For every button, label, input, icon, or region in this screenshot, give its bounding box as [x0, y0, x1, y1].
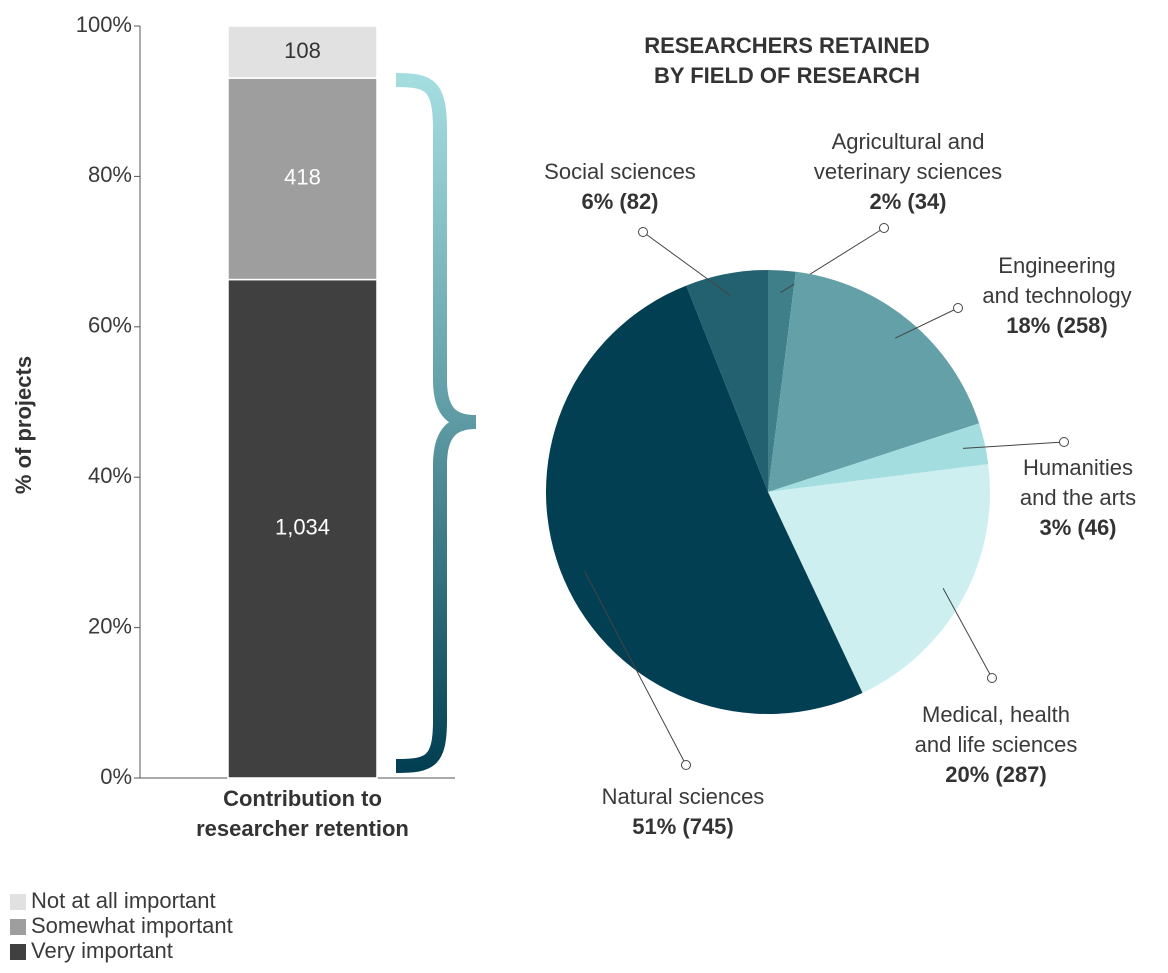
leader-dot — [879, 223, 889, 233]
y-tick-label: 60% — [88, 313, 132, 338]
leader-line — [942, 588, 993, 679]
pie-value-label: 18% (258) — [1006, 313, 1108, 338]
leader-dot — [638, 227, 648, 237]
bar-value-label: 418 — [284, 165, 321, 190]
pie-slice — [686, 270, 768, 492]
pie-value-label: 3% (46) — [1039, 515, 1116, 540]
pie-slice — [545, 285, 863, 715]
bar-segment — [227, 25, 378, 79]
leader-dot — [953, 303, 963, 313]
pie-value-label: 2% (34) — [869, 189, 946, 214]
leader-line — [642, 231, 731, 297]
pie-value-label: 20% (287) — [945, 762, 1047, 787]
pie-value-label: 6% (82) — [581, 189, 658, 214]
pie-category-label: Medical, health and life sciences — [915, 702, 1078, 757]
pie-slice — [768, 423, 989, 492]
legend-swatch — [10, 919, 26, 935]
legend-label: Not at all important — [31, 888, 216, 913]
legend-label: Somewhat important — [31, 913, 233, 938]
pie-category-label: Humanities and the arts — [1020, 455, 1136, 510]
leader-dot — [1059, 437, 1069, 447]
bar-value-label: 1,034 — [275, 515, 330, 540]
pie-slice — [768, 270, 796, 492]
legend-swatch — [10, 944, 26, 960]
y-tick-label: 0% — [100, 764, 132, 789]
y-tick-label: 100% — [76, 12, 132, 37]
leader-line — [962, 441, 1065, 449]
y-tick-label: 40% — [88, 463, 132, 488]
x-tick-label: Contribution to researcher retention — [196, 786, 409, 841]
pie-value-label: 51% (745) — [632, 814, 734, 839]
bar-segment — [227, 278, 378, 779]
legend-label: Very important — [31, 938, 173, 963]
pie-category-label: Agricultural and veterinary sciences — [814, 129, 1002, 184]
y-tick-label: 20% — [88, 613, 132, 638]
pie-slice — [768, 464, 990, 693]
pie-category-label: Natural sciences — [602, 784, 765, 809]
leader-line — [895, 307, 959, 339]
leader-dot — [681, 760, 691, 770]
brace — [395, 73, 477, 773]
y-tick-label: 80% — [88, 162, 132, 187]
leader-dot — [987, 673, 997, 683]
bar-value-label: 108 — [284, 38, 321, 63]
pie-title: RESEARCHERS RETAINED BY FIELD OF RESEARCH — [644, 33, 930, 88]
pie-category-label: Engineering and technology — [982, 253, 1131, 308]
legend-swatch — [10, 894, 26, 910]
leader-line — [584, 571, 687, 766]
pie-slice — [768, 271, 980, 492]
bar-segment — [227, 77, 378, 281]
pie-category-label: Social sciences — [544, 159, 696, 184]
y-axis-title: % of projects — [11, 356, 36, 494]
